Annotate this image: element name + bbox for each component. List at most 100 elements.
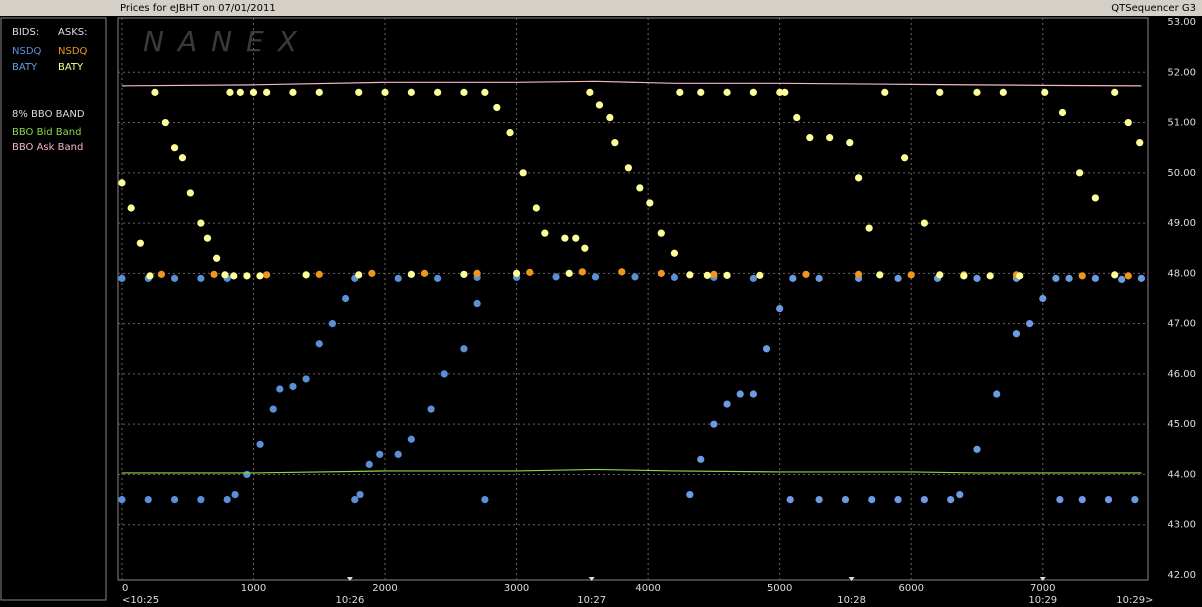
time-label: 10:29 bbox=[1028, 595, 1057, 606]
price-point bbox=[657, 269, 665, 277]
price-point bbox=[1078, 495, 1086, 504]
time-label: 10:26 bbox=[336, 595, 365, 606]
price-point bbox=[407, 270, 415, 278]
price-point bbox=[561, 234, 569, 242]
price-point bbox=[355, 271, 363, 279]
price-point bbox=[210, 270, 218, 278]
price-point bbox=[170, 495, 179, 504]
price-point bbox=[526, 268, 534, 276]
price-point bbox=[907, 271, 915, 279]
price-point bbox=[1039, 294, 1047, 303]
price-point bbox=[920, 219, 928, 227]
price-point bbox=[263, 88, 271, 96]
watermark: NANEX bbox=[143, 25, 311, 58]
time-label: <10:25 bbox=[122, 595, 159, 606]
price-point bbox=[460, 88, 468, 96]
band-line bbox=[121, 468, 1142, 474]
y-tick-label: 50.00 bbox=[1167, 168, 1196, 179]
price-point bbox=[197, 274, 205, 282]
price-point bbox=[315, 340, 323, 348]
price-point bbox=[1104, 495, 1113, 504]
price-point bbox=[394, 274, 402, 282]
time-marker bbox=[346, 577, 353, 581]
price-point bbox=[197, 495, 205, 504]
price-point bbox=[243, 470, 251, 479]
time-marker bbox=[1039, 577, 1046, 581]
price-point bbox=[136, 239, 144, 247]
price-point bbox=[315, 270, 323, 278]
price-point bbox=[776, 88, 784, 96]
price-point bbox=[1026, 320, 1034, 328]
price-point bbox=[841, 495, 850, 504]
price-point bbox=[901, 154, 909, 162]
price-point bbox=[762, 345, 771, 353]
x-tick-label: 6000 bbox=[898, 583, 923, 594]
title-bar bbox=[0, 0, 1202, 16]
price-point bbox=[460, 270, 468, 278]
price-point bbox=[407, 435, 415, 443]
x-tick-label: 4000 bbox=[635, 583, 660, 594]
x-tick-label: 7000 bbox=[1030, 583, 1055, 594]
price-point bbox=[855, 174, 863, 182]
price-point bbox=[552, 273, 560, 281]
price-point bbox=[676, 88, 684, 96]
price-point bbox=[519, 169, 527, 177]
price-point bbox=[703, 271, 711, 279]
price-point bbox=[947, 495, 955, 504]
x-tick-label: 0 bbox=[122, 583, 128, 594]
legend-heading: 8% BBO BAND bbox=[12, 109, 85, 120]
price-point bbox=[118, 274, 126, 282]
price-point bbox=[986, 272, 994, 280]
price-point bbox=[365, 460, 373, 468]
time-label: 10:28 bbox=[837, 595, 866, 606]
price-point bbox=[973, 88, 981, 96]
price-point bbox=[328, 320, 337, 328]
price-point bbox=[473, 299, 481, 308]
time-label: 10:29> bbox=[1116, 595, 1153, 606]
price-point bbox=[368, 269, 376, 277]
y-tick-label: 51.00 bbox=[1167, 118, 1196, 129]
legend-heading: ASKS: bbox=[58, 27, 87, 38]
price-point bbox=[226, 88, 234, 96]
legend-entry: NSDQ bbox=[12, 46, 42, 57]
price-point bbox=[256, 272, 264, 280]
price-point bbox=[512, 269, 521, 277]
price-point bbox=[686, 271, 694, 279]
price-point bbox=[1058, 108, 1067, 117]
price-point bbox=[855, 270, 863, 278]
price-point bbox=[749, 390, 757, 398]
price-point bbox=[749, 88, 757, 96]
price-point bbox=[736, 390, 744, 398]
price-point bbox=[1041, 88, 1049, 96]
price-point bbox=[1052, 274, 1060, 282]
price-point bbox=[302, 271, 310, 279]
price-point bbox=[618, 268, 626, 276]
price-point bbox=[186, 189, 194, 197]
price-point bbox=[427, 405, 435, 413]
price-point bbox=[351, 495, 359, 504]
price-point bbox=[493, 103, 501, 112]
y-tick-label: 42.00 bbox=[1167, 570, 1196, 581]
price-point bbox=[624, 164, 632, 172]
price-point bbox=[646, 199, 654, 207]
price-point bbox=[723, 88, 731, 96]
price-point bbox=[1124, 118, 1132, 127]
price-point bbox=[1118, 275, 1126, 283]
price-point bbox=[749, 274, 757, 282]
price-point bbox=[315, 88, 323, 96]
price-point bbox=[846, 139, 854, 147]
y-tick-label: 49.00 bbox=[1167, 218, 1196, 229]
price-point bbox=[756, 271, 764, 279]
price-point bbox=[826, 134, 834, 142]
price-point bbox=[263, 271, 271, 279]
y-tick-label: 45.00 bbox=[1167, 419, 1196, 430]
legend-panel bbox=[0, 17, 107, 601]
price-point bbox=[302, 375, 310, 383]
price-point bbox=[591, 273, 600, 281]
price-point bbox=[118, 495, 126, 504]
price-point bbox=[1091, 194, 1099, 202]
price-point bbox=[434, 88, 442, 96]
y-tick-label: 47.00 bbox=[1167, 319, 1196, 330]
price-point bbox=[481, 88, 489, 96]
price-point bbox=[381, 88, 389, 96]
